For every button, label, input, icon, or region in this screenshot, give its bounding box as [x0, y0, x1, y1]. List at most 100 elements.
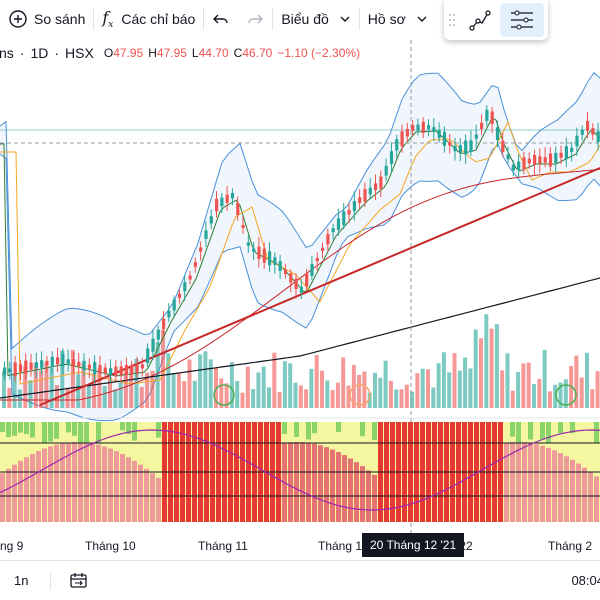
- bollinger-band-fill: [0, 72, 600, 421]
- oscillator-top-bar: [528, 422, 533, 440]
- indicators-button[interactable]: fx Các chỉ báo: [94, 0, 203, 38]
- settings-sliders-button[interactable]: [500, 3, 544, 37]
- candle-body: [448, 141, 452, 146]
- oscillator-bar: [108, 448, 113, 522]
- time-axis-label: ng 9: [0, 539, 24, 553]
- undo-button[interactable]: [204, 0, 238, 38]
- oscillator-top-bar: [312, 422, 317, 434]
- candle-body: [162, 318, 166, 330]
- volume-bar: [304, 389, 309, 408]
- signal-marker: [213, 384, 235, 406]
- oscillator-top-bar: [372, 422, 377, 441]
- drag-handle[interactable]: [444, 0, 460, 40]
- volume-bar: [330, 390, 335, 408]
- candle-body: [241, 224, 245, 228]
- candle-body: [268, 251, 272, 266]
- candle-body: [554, 152, 558, 163]
- volume-bar: [76, 374, 81, 408]
- volume-bar: [441, 352, 446, 408]
- volume-bar: [251, 388, 256, 408]
- chevron-down-icon: [340, 16, 350, 22]
- range-1y-button[interactable]: 1n: [14, 573, 29, 588]
- candle-body: [437, 130, 441, 138]
- oscillator-bar: [300, 442, 305, 522]
- candle-body: [586, 121, 590, 131]
- calendar-range-icon[interactable]: [69, 572, 89, 590]
- candle-body: [559, 152, 563, 158]
- volume-bar: [516, 371, 521, 408]
- candle-body: [363, 188, 367, 202]
- volume-bar: [426, 369, 430, 408]
- volume-bar: [256, 372, 261, 408]
- grip-dots-icon: [449, 14, 455, 26]
- profile-button[interactable]: Hồ sơ: [360, 0, 436, 38]
- volume-bar: [39, 370, 44, 408]
- volume-bar: [436, 363, 441, 408]
- oscillator-top-bar: [336, 422, 341, 432]
- candle-body: [591, 128, 595, 135]
- volume-bar: [49, 367, 54, 408]
- volume-bar: [102, 386, 107, 408]
- ma-long-line: [0, 277, 600, 399]
- oscillator-bar: [144, 468, 149, 522]
- volume-bar: [261, 366, 266, 408]
- chart-canvas[interactable]: [0, 40, 600, 533]
- oscillator-bar: [342, 455, 347, 522]
- oscillator-bar: [66, 442, 71, 522]
- compare-button[interactable]: So sánh: [0, 0, 93, 38]
- candle-body: [527, 158, 531, 164]
- candle-body: [310, 263, 314, 276]
- candle-body: [384, 165, 388, 176]
- time-axis[interactable]: ng 9 Tháng 10 Tháng 11 Tháng 12 2022 Thá…: [0, 533, 600, 559]
- volume-bar: [537, 378, 542, 408]
- volume-bar: [245, 366, 250, 408]
- symbol-legend[interactable]: ns · 1D · HSX O47.95 H47.95 L44.70 C46.7…: [0, 42, 360, 64]
- candle-body: [103, 367, 107, 374]
- candle-body: [580, 129, 584, 135]
- candle-body: [411, 124, 415, 131]
- oscillator-top-bar: [306, 422, 311, 440]
- candle-body: [416, 124, 420, 131]
- volume-bar: [357, 374, 362, 408]
- price-chart[interactable]: [0, 40, 600, 533]
- clock-time[interactable]: 08:04: [571, 573, 600, 588]
- candle-body: [252, 248, 256, 252]
- candle-body: [77, 361, 81, 367]
- oscillator-bar: [528, 443, 533, 522]
- candle-body: [193, 261, 197, 267]
- oscillator-top-bar: [540, 422, 545, 440]
- oscillator-bar: [504, 442, 509, 522]
- time-axis-label: Tháng 11: [198, 539, 248, 553]
- volume-bar: [224, 383, 229, 408]
- candle-body: [130, 364, 134, 374]
- volume-bar: [198, 354, 203, 408]
- volume-bar: [367, 392, 372, 408]
- trend-line-tool-button[interactable]: [460, 0, 500, 40]
- chart-type-button[interactable]: Biểu đồ: [273, 0, 358, 38]
- candle-body: [389, 151, 394, 164]
- oscillator-top-bar: [360, 422, 365, 437]
- volume-bar: [346, 385, 351, 408]
- oscillator-bar: [534, 444, 539, 522]
- volume-bar: [60, 350, 65, 408]
- volume-bar: [17, 389, 22, 408]
- candle-body: [230, 192, 235, 199]
- candle-body: [151, 338, 155, 352]
- redo-button[interactable]: [238, 0, 272, 38]
- ohlc-open: O47.95: [103, 46, 144, 60]
- volume-bar: [219, 378, 224, 408]
- ohlc-close: C46.70: [233, 46, 273, 60]
- candle-body: [199, 247, 203, 252]
- symbol-name: ns: [0, 45, 14, 61]
- oscillator-bar: [594, 476, 599, 522]
- oscillator-top-bar: [516, 422, 521, 443]
- oscillator-top-bar: [84, 422, 89, 444]
- candle-body: [464, 140, 468, 155]
- ohlc-low: L44.70: [191, 46, 229, 60]
- oscillator-bar: [78, 442, 83, 522]
- volume-bar: [309, 368, 314, 408]
- volume-bar: [7, 387, 12, 408]
- oscillator-bar: [324, 447, 329, 522]
- candle-body: [379, 176, 383, 189]
- volume-bar: [145, 372, 150, 408]
